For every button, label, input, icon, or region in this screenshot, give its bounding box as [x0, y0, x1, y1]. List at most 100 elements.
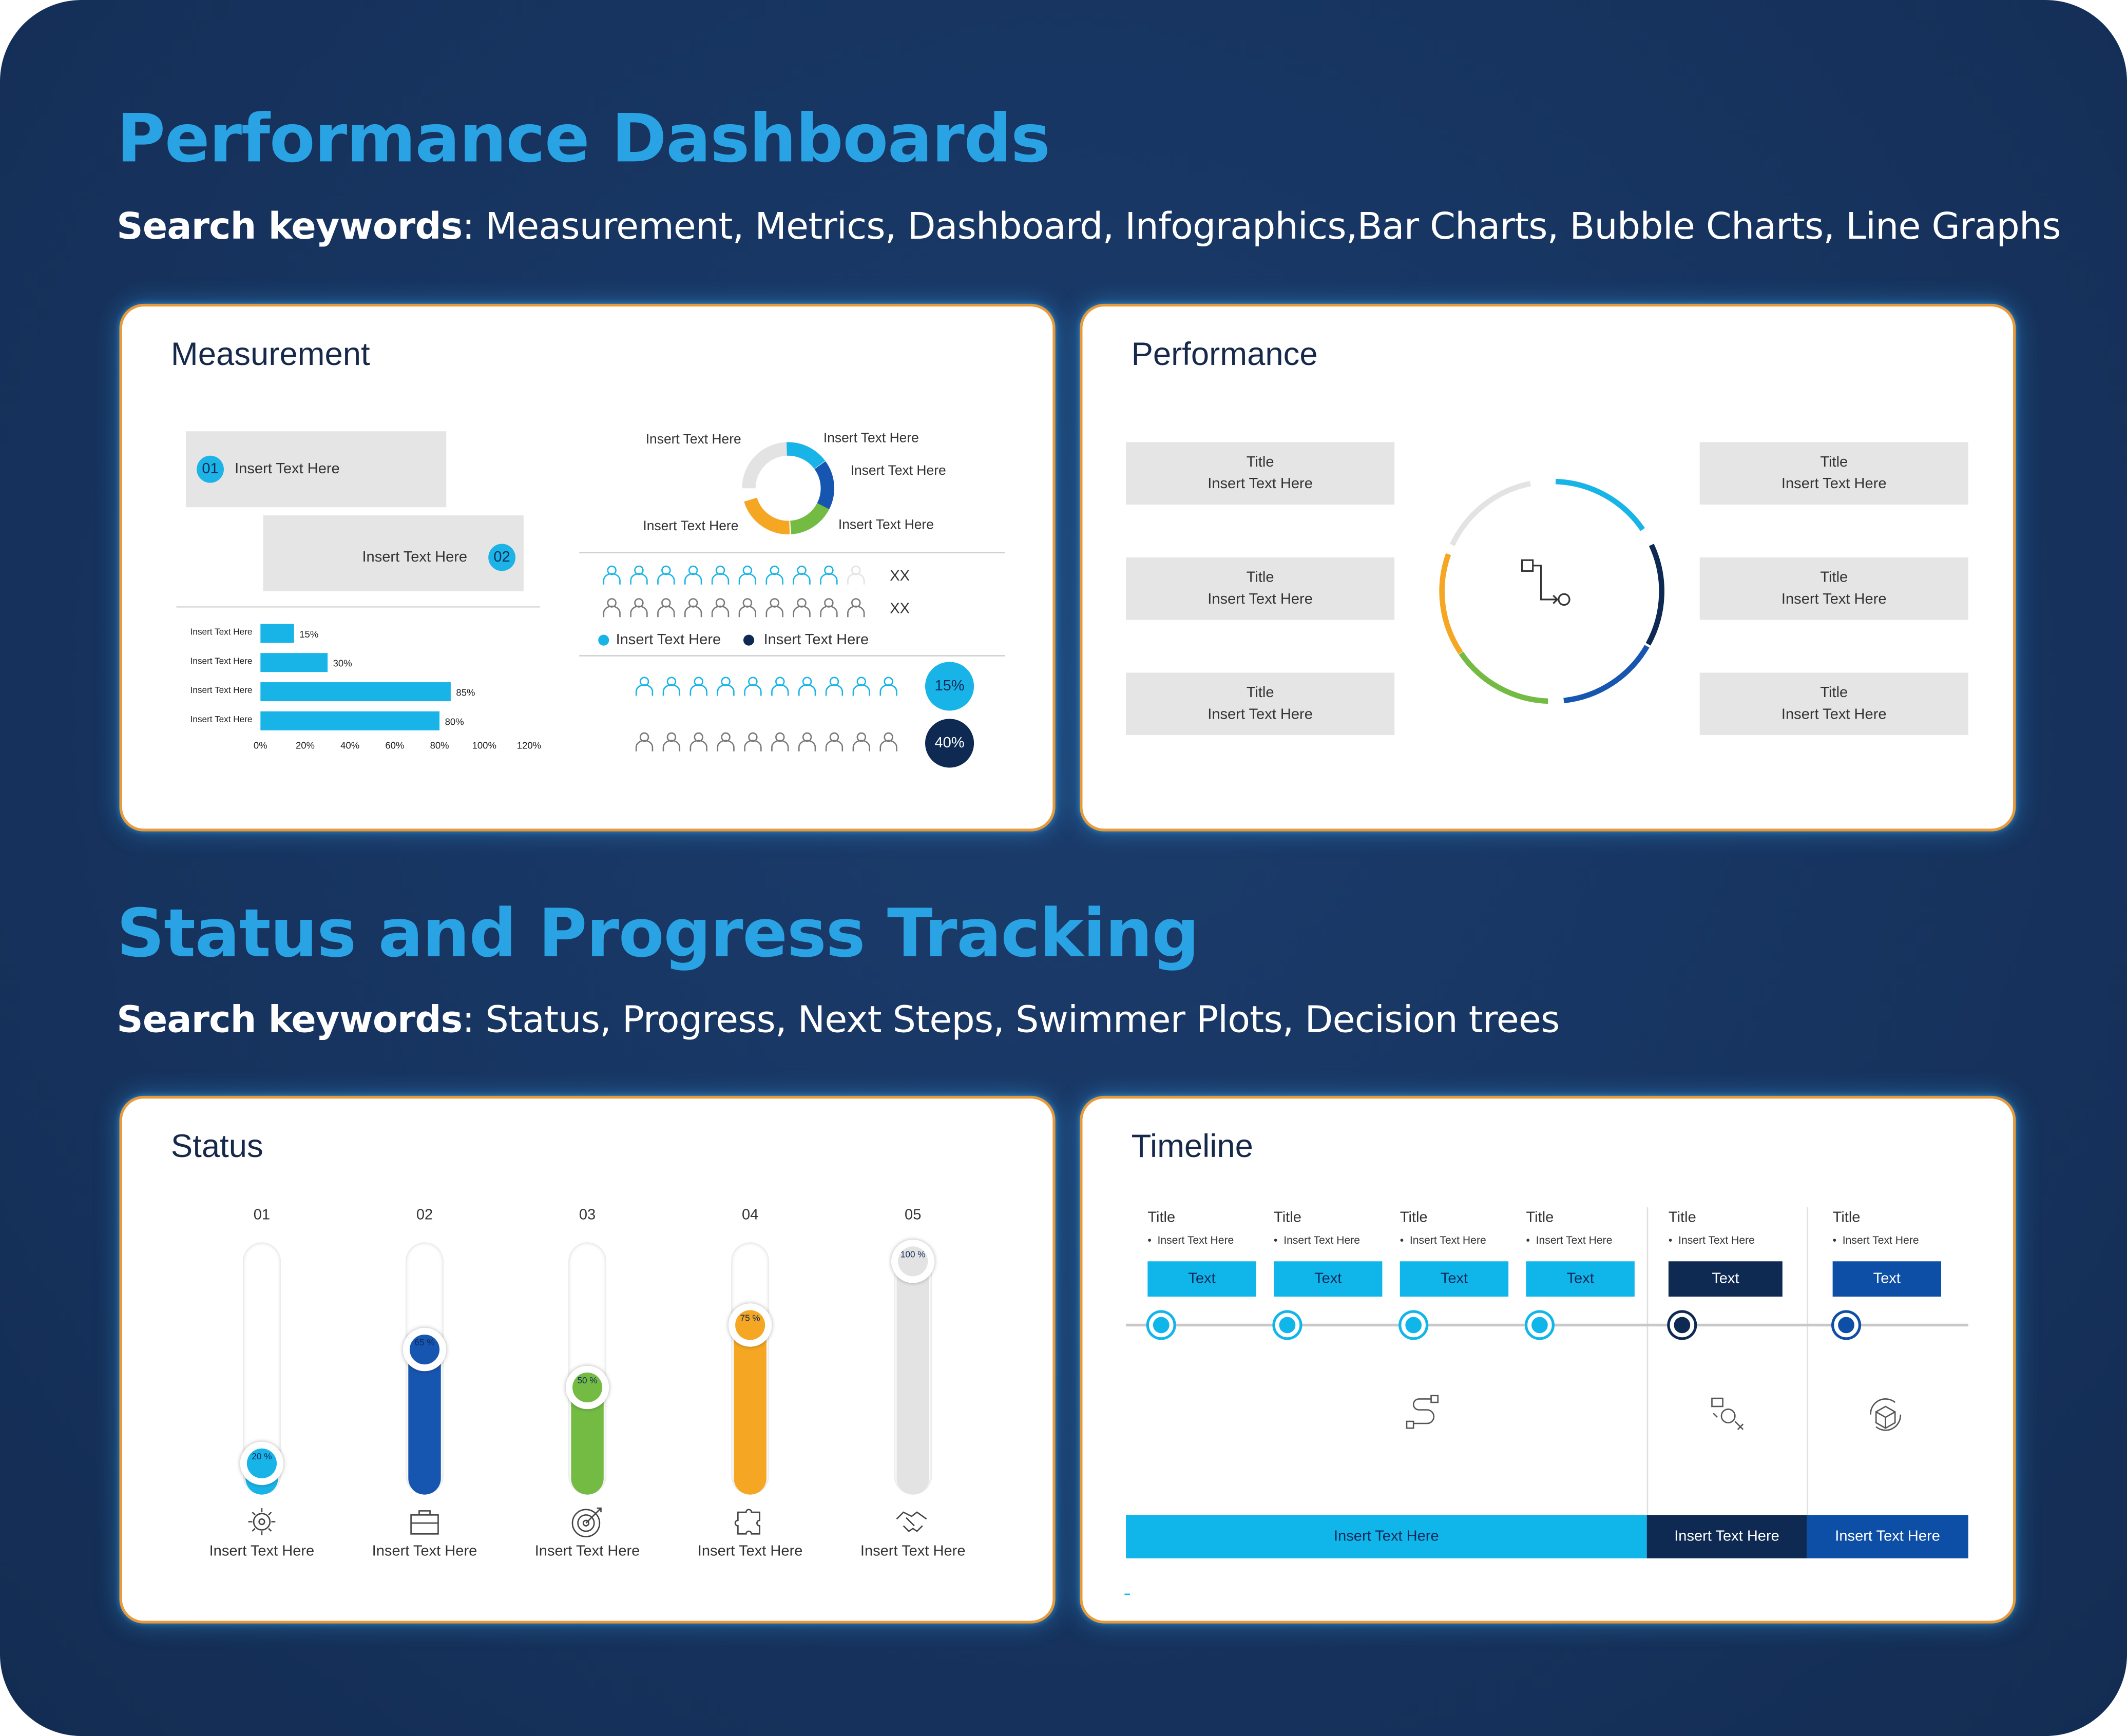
x-tick-label: 60%: [385, 740, 404, 751]
title-box: Title Insert Text Here: [1699, 672, 1968, 736]
target-icon: [571, 1507, 602, 1537]
title-box-text: Insert Text Here: [1208, 476, 1313, 493]
step-bullet: • Insert Text Here: [1400, 1234, 1486, 1247]
person-icon: [689, 732, 707, 751]
person-icon: [711, 565, 730, 585]
person-icon: [852, 732, 870, 751]
people-icon-row: [631, 676, 902, 697]
timeline-dot: [1670, 1313, 1695, 1338]
column-label: Insert Text Here: [209, 1543, 315, 1560]
timeline-dot: [1275, 1313, 1300, 1338]
person-icon: [765, 565, 783, 585]
marker-dash: [1124, 1593, 1130, 1595]
bar: [260, 711, 440, 730]
ring-arc-cyan: [1439, 478, 1665, 704]
keywords-line-1: Search keywords: Measurement, Metrics, D…: [117, 206, 2061, 248]
box-text: Insert Text Here: [362, 549, 468, 566]
title-box-text: Insert Text Here: [1208, 706, 1313, 723]
ring-arc-navy: [1439, 478, 1665, 704]
percent-bubble-cyan: 15%: [925, 662, 974, 711]
person-icon: [684, 598, 702, 618]
card-title: Measurement: [170, 336, 370, 373]
bar-value-label: 30%: [333, 658, 352, 669]
donut-label: Insert Text Here: [643, 519, 739, 535]
person-icon: [657, 598, 675, 618]
bar-value-label: 85%: [456, 687, 475, 698]
timeline-card[interactable]: Timeline Title • Insert Text Here Text Titl…: [1080, 1095, 2016, 1624]
step-bullet: • Insert Text Here: [1668, 1234, 1755, 1247]
legend-dot-cyan: [598, 634, 609, 646]
person-icon: [603, 598, 621, 618]
title-box-title: Title: [1820, 569, 1848, 586]
step-title: Title: [1832, 1209, 1861, 1226]
people-icon-row: [598, 597, 869, 619]
x-tick-label: 80%: [430, 740, 449, 751]
person-icon: [738, 565, 757, 585]
keywords-label: Search keywords: [117, 999, 463, 1042]
title-box-text: Insert Text Here: [1208, 591, 1313, 608]
step-box: Text: [1274, 1261, 1383, 1297]
title-box-title: Title: [1246, 569, 1274, 586]
title-box: Title Insert Text Here: [1126, 442, 1395, 505]
column-number: 01: [253, 1207, 271, 1224]
divider: [579, 552, 1005, 554]
timeline-dot: [1401, 1313, 1426, 1338]
person-icon: [630, 565, 648, 585]
person-icon: [717, 732, 735, 751]
row-value: XX: [890, 568, 910, 585]
status-card[interactable]: Status 01 20 % Insert Text Here 02 65 % Inser…: [119, 1095, 1056, 1624]
person-icon: [738, 598, 757, 618]
bar-category-label: Insert Text Here: [190, 655, 253, 666]
donut-chart: [742, 442, 834, 535]
bar-value-label: 80%: [445, 716, 464, 727]
measurement-card[interactable]: Measurement 01 Insert Text Here Insert T…: [119, 303, 1056, 832]
people-icon-row: [598, 564, 869, 586]
timeline-dot: [1834, 1313, 1858, 1338]
step-bullet-text: Insert Text Here: [1842, 1234, 1919, 1247]
step-title: Title: [1668, 1209, 1696, 1226]
legend-label: Insert Text Here: [763, 632, 869, 648]
x-tick-label: 0%: [254, 740, 267, 751]
progress-fill: [896, 1242, 929, 1495]
x-tick-label: 120%: [517, 740, 541, 751]
step-bullet-text: Insert Text Here: [1536, 1234, 1613, 1247]
title-box-text: Insert Text Here: [1781, 591, 1887, 608]
step-box: Text: [1832, 1261, 1942, 1297]
ring-arc-blue: [1439, 478, 1665, 704]
title-box: Title Insert Text Here: [1699, 442, 1968, 505]
person-icon: [630, 598, 648, 618]
person-icon: [717, 677, 735, 696]
step-box: Text: [1526, 1261, 1635, 1297]
bar: [260, 624, 294, 643]
percent-bubble-navy: 40%: [925, 719, 974, 768]
text-box-02: Insert Text Here 02: [263, 515, 524, 592]
column-label: Insert Text Here: [697, 1543, 803, 1560]
title-box-text: Insert Text Here: [1781, 476, 1887, 493]
step-box: Text: [1668, 1261, 1783, 1297]
section-title-status-progress: Status and Progress Tracking: [117, 895, 1199, 973]
performance-card[interactable]: Performance Title Insert Text Here Title…: [1080, 303, 2016, 832]
person-icon: [847, 598, 865, 618]
person-icon: [635, 677, 654, 696]
x-tick-label: 20%: [296, 740, 315, 751]
column-label: Insert Text Here: [860, 1543, 966, 1560]
ring-arc-gray: [1439, 478, 1665, 704]
progress-percent: 100 %: [898, 1246, 928, 1277]
column-number: 05: [905, 1207, 922, 1224]
column-number: 04: [741, 1207, 759, 1224]
donut-segment-cyan: [742, 442, 834, 535]
step-bullet-text: Insert Text Here: [1409, 1234, 1486, 1247]
column-label: Insert Text Here: [534, 1543, 640, 1560]
phase-bar-2: Insert Text Here: [1646, 1515, 1807, 1558]
keywords-list: : Measurement, Metrics, Dashboard, Infog…: [462, 206, 2061, 248]
person-icon: [711, 598, 730, 618]
step-bullet: • Insert Text Here: [1832, 1234, 1919, 1247]
person-icon: [662, 677, 681, 696]
bar-chart: Insert Text Here 15% Insert Text Here 30% In…: [190, 624, 541, 751]
donut-segment-blue: [742, 442, 834, 535]
person-icon: [603, 565, 621, 585]
briefcase-icon: [410, 1510, 439, 1535]
donut-label: Insert Text Here: [823, 431, 919, 447]
card-title: Timeline: [1131, 1128, 1253, 1165]
